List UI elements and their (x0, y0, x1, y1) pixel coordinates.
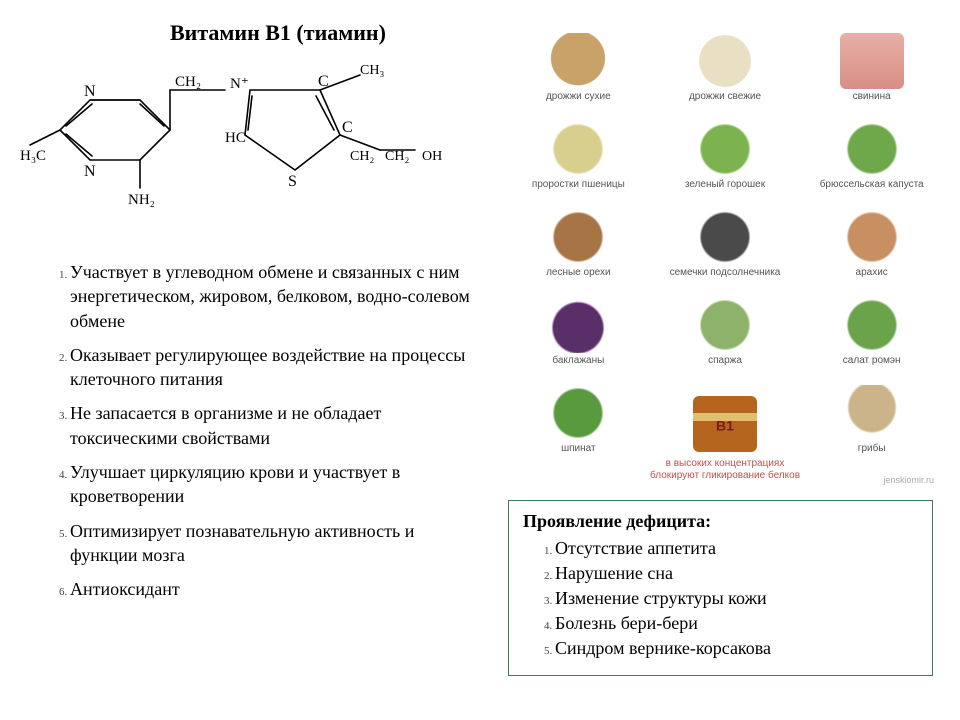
atom-label: NH₂ (128, 192, 155, 208)
food-image (840, 121, 904, 177)
food-item: дрожжи сухие (510, 20, 647, 102)
foods-footer: в высоких концентрациях блокируют гликир… (510, 458, 940, 482)
atom-label: N⁺ (230, 76, 249, 92)
functions-item: Участвует в углеводном обмене и связанны… (70, 260, 470, 333)
atom-label: S (288, 173, 297, 190)
food-item: семечки подсолнечника (657, 196, 794, 278)
food-item: свинина (803, 20, 940, 102)
food-item: арахис (803, 196, 940, 278)
atom-label: CH₂ (385, 149, 409, 164)
food-item: зеленый горошек (657, 108, 794, 190)
food-image (693, 121, 757, 177)
food-label: грибы (858, 443, 886, 454)
food-image (546, 385, 610, 441)
food-label: спаржа (708, 355, 742, 366)
atom-label: C (342, 119, 353, 136)
deficit-item: Синдром вернике-корсакова (555, 638, 918, 659)
functions-item: Не запасается в организме и не обладает … (70, 401, 470, 450)
food-image (693, 33, 757, 89)
food-label: лесные орехи (546, 267, 611, 278)
deficit-title: Проявление дефицита: (523, 511, 918, 532)
food-label: зеленый горошек (685, 179, 765, 190)
deficit-item: Изменение структуры кожи (555, 588, 918, 609)
food-image (840, 297, 904, 353)
food-item (657, 372, 794, 454)
foods-grid: дрожжи сухие дрожжи свежие свинина проро… (510, 20, 940, 454)
food-label: шпинат (561, 443, 595, 454)
watermark: jenskiomir.ru (883, 475, 934, 485)
food-label: брюссельская капуста (820, 179, 924, 190)
chemical-structure: N N H₃C NH₂ CH₂ N⁺ C CH₃ HC S C CH₂ CH₂ … (20, 60, 460, 230)
atom-label: H₃C (20, 148, 46, 164)
foods-panel: дрожжи сухие дрожжи свежие свинина проро… (510, 20, 940, 482)
food-image (840, 33, 904, 89)
atom-label: C (318, 73, 329, 90)
food-item: шпинат (510, 372, 647, 454)
food-label: баклажаны (552, 355, 604, 366)
functions-item: Антиоксидант (70, 577, 470, 601)
deficit-item: Болезнь бери-бери (555, 613, 918, 634)
deficit-item: Отсутствие аппетита (555, 538, 918, 559)
atom-label: HC (225, 130, 246, 146)
atom-label: OH (422, 149, 442, 164)
atom-label: CH₃ (360, 63, 384, 78)
food-image (693, 209, 757, 265)
food-item: баклажаны (510, 284, 647, 366)
food-image (546, 297, 610, 353)
functions-item: Оказывает регулирующее воздействие на пр… (70, 343, 470, 392)
deficit-box: Проявление дефицита: Отсутствие аппетита… (508, 500, 933, 676)
deficit-item: Нарушение сна (555, 563, 918, 584)
food-label: арахис (856, 267, 888, 278)
food-image (840, 209, 904, 265)
functions-item: Оптимизирует познавательную активность и… (70, 519, 470, 568)
b1-bottle-icon (693, 396, 757, 452)
food-label: семечки подсолнечника (670, 267, 781, 278)
food-image (693, 297, 757, 353)
atom-label: CH₂ (350, 149, 374, 164)
food-image (546, 33, 610, 89)
food-image (546, 121, 610, 177)
food-item: проростки пшеницы (510, 108, 647, 190)
functions-item: Улучшает циркуляцию крови и участвует в … (70, 460, 470, 509)
food-label: салат ромэн (843, 355, 901, 366)
food-image (840, 385, 904, 441)
food-item: дрожжи свежие (657, 20, 794, 102)
foods-footer-line: блокируют гликирование белков (510, 470, 940, 482)
food-label: дрожжи свежие (689, 91, 761, 102)
foods-footer-line: в высоких концентрациях (510, 458, 940, 470)
food-label: свинина (853, 91, 891, 102)
atom-label: N (84, 163, 96, 180)
food-item: брюссельская капуста (803, 108, 940, 190)
atom-label: N (84, 83, 96, 100)
food-image (546, 209, 610, 265)
food-item: грибы (803, 372, 940, 454)
food-label: проростки пшеницы (532, 179, 625, 190)
food-item: спаржа (657, 284, 794, 366)
food-item: лесные орехи (510, 196, 647, 278)
atom-label: CH₂ (175, 74, 201, 90)
page-title: Витамин В1 (тиамин) (170, 20, 386, 46)
functions-list: Участвует в углеводном обмене и связанны… (30, 260, 470, 612)
food-label: дрожжи сухие (546, 91, 611, 102)
food-item: салат ромэн (803, 284, 940, 366)
